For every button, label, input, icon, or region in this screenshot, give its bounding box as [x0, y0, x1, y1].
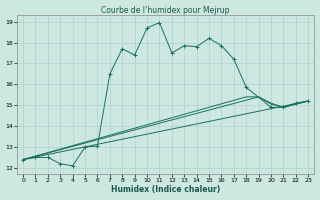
Title: Courbe de l’humidex pour Mejrup: Courbe de l’humidex pour Mejrup — [101, 6, 230, 15]
X-axis label: Humidex (Indice chaleur): Humidex (Indice chaleur) — [111, 185, 220, 194]
